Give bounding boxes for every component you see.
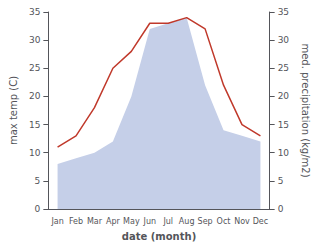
svg-text:15: 15 [278, 120, 289, 130]
svg-text:5: 5 [278, 176, 284, 186]
svg-text:Jun: Jun [143, 217, 157, 226]
svg-text:30: 30 [278, 35, 290, 45]
svg-text:30: 30 [29, 35, 41, 45]
svg-text:0: 0 [278, 204, 284, 214]
svg-text:10: 10 [278, 148, 290, 158]
svg-text:Aug: Aug [179, 217, 195, 226]
svg-text:25: 25 [29, 63, 40, 73]
svg-text:Nov: Nov [234, 217, 250, 226]
svg-text:35: 35 [29, 7, 40, 17]
svg-text:5: 5 [35, 176, 41, 186]
svg-text:0: 0 [35, 204, 41, 214]
svg-text:25: 25 [278, 63, 289, 73]
svg-text:max temp (C): max temp (C) [8, 76, 19, 145]
svg-text:15: 15 [29, 120, 40, 130]
svg-text:Sep: Sep [198, 217, 213, 226]
svg-text:May: May [123, 217, 140, 226]
svg-text:20: 20 [278, 91, 290, 101]
svg-text:Mar: Mar [87, 217, 103, 226]
svg-text:35: 35 [278, 7, 289, 17]
svg-text:Dec: Dec [253, 217, 268, 226]
svg-text:Jan: Jan [50, 217, 63, 226]
svg-text:Jul: Jul [162, 217, 173, 226]
svg-text:10: 10 [29, 148, 41, 158]
svg-text:med. precipitation (kg/m2): med. precipitation (kg/m2) [300, 43, 311, 177]
svg-text:Oct: Oct [217, 217, 231, 226]
svg-text:20: 20 [29, 91, 41, 101]
svg-text:date (month): date (month) [122, 231, 196, 242]
svg-text:Apr: Apr [106, 217, 121, 226]
svg-text:Feb: Feb [69, 217, 83, 226]
